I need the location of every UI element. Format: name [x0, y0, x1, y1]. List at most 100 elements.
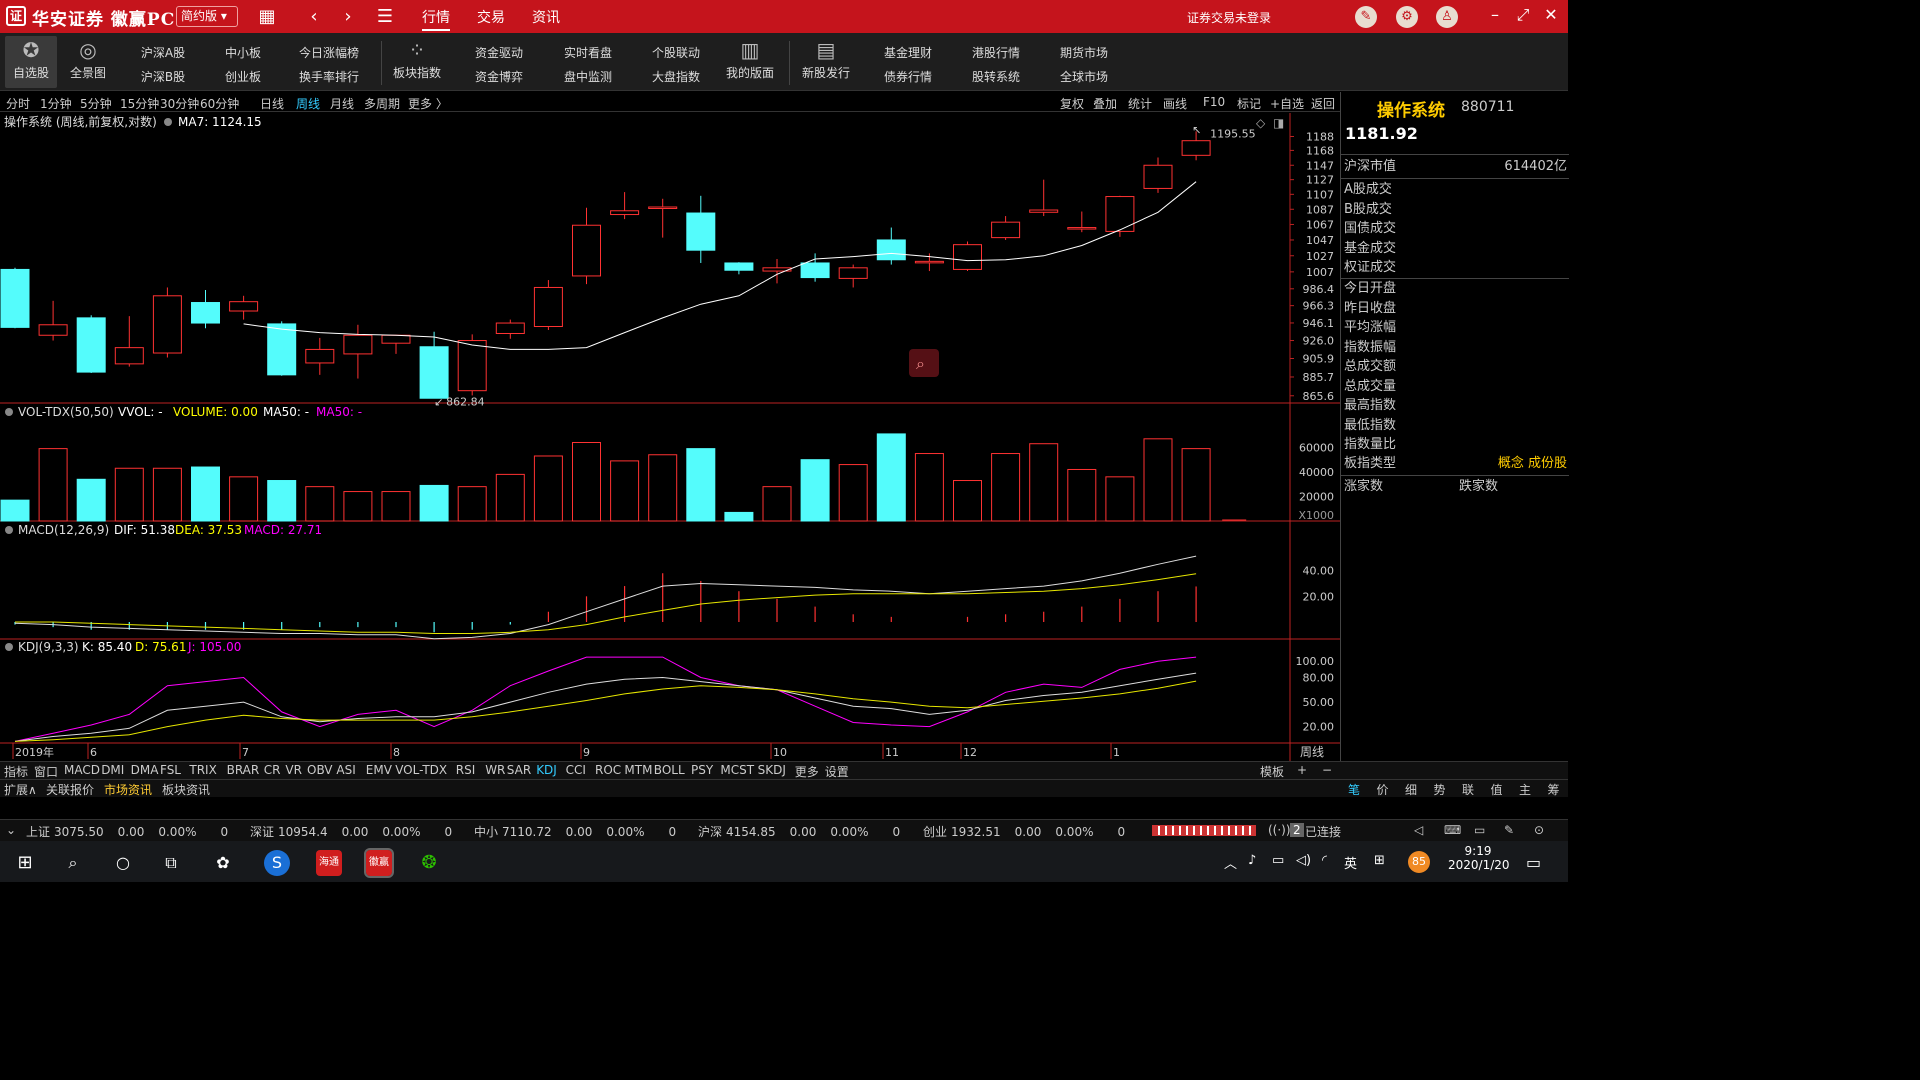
forward-arrow-icon[interactable]: ›	[344, 6, 352, 27]
favorites-button[interactable]: ✪ 自选股	[5, 36, 57, 88]
info-tab[interactable]: 板块资讯	[162, 783, 211, 797]
candle-body[interactable]	[533, 286, 563, 328]
speaker-icon[interactable]: ◁	[1414, 823, 1424, 837]
candle-body[interactable]	[686, 212, 716, 251]
volume-bar[interactable]	[381, 491, 411, 522]
my-page-button[interactable]: ▥ 我的版面	[722, 36, 778, 88]
indicator-tab[interactable]: BOLL	[653, 763, 685, 777]
chart-tool-button[interactable]: 标记	[1237, 97, 1262, 111]
candle-body[interactable]	[152, 295, 182, 354]
candle-body[interactable]	[1067, 227, 1097, 230]
grid-icon[interactable]: ▦	[258, 6, 276, 27]
menu-quotes[interactable]: 行情	[422, 7, 450, 31]
intraday-monitor-link[interactable]: 盘中监测	[563, 70, 612, 84]
volume-icon[interactable]: ◁)	[1296, 853, 1312, 868]
cortana-icon[interactable]: ○	[116, 853, 130, 872]
indicator-tab[interactable]: FSL	[160, 763, 181, 777]
indicator-tab[interactable]: SKDJ	[757, 763, 786, 777]
security-badge[interactable]: 85	[1408, 851, 1430, 873]
candle-body[interactable]	[572, 224, 601, 277]
quote-detail-tab[interactable]: 势	[1433, 783, 1446, 797]
kline-chart[interactable]: 操作系统 (周线,前复权,对数) MA7: 1124.15 ◇ ◨1188116811…	[0, 113, 1340, 761]
info-tab[interactable]: 市场资讯	[104, 783, 153, 797]
turnover-link[interactable]: 换手率排行	[298, 70, 359, 84]
candle-body[interactable]	[724, 262, 754, 271]
candle-body[interactable]	[229, 301, 259, 312]
remove-indicator-button[interactable]: −	[1322, 763, 1333, 777]
indicator-tab[interactable]: ASI	[336, 763, 356, 777]
indicator-toggle-icon[interactable]	[5, 643, 13, 651]
ipo-button[interactable]: ▤ 新股发行	[798, 36, 854, 88]
candle-body[interactable]	[800, 262, 830, 279]
period-tab[interactable]: 多周期	[364, 97, 401, 111]
app-pinwheel-icon[interactable]: ✿	[216, 853, 230, 872]
volume-bar[interactable]	[610, 460, 640, 522]
indicator-tab[interactable]: CR	[263, 763, 281, 777]
quote-detail-tab[interactable]: 主	[1518, 783, 1531, 797]
toolbar-group-hk[interactable]: 港股行情 股转系统	[965, 41, 1027, 89]
sogou-icon[interactable]: S	[264, 850, 290, 876]
candle-body[interactable]	[381, 334, 411, 344]
brush-icon[interactable]: ✎	[1504, 823, 1515, 837]
neeq-link[interactable]: 股转系统	[971, 70, 1020, 84]
indicator-tab[interactable]: DMI	[101, 763, 125, 777]
candle-body[interactable]	[914, 260, 944, 264]
candle-body[interactable]	[876, 239, 906, 261]
edition-dropdown[interactable]: 简约版 ▾	[176, 6, 238, 27]
quote-detail-tab[interactable]: 值	[1490, 783, 1503, 797]
volume-bar[interactable]	[838, 464, 868, 522]
indicator-tab[interactable]: 设置	[824, 765, 849, 779]
gainers-link[interactable]: 今日涨幅榜	[298, 46, 359, 60]
candle-body[interactable]	[38, 324, 68, 336]
volume-bar[interactable]	[914, 453, 944, 522]
period-tab[interactable]: 5分钟	[80, 97, 112, 111]
indicator-tab[interactable]: KDJ	[536, 763, 557, 777]
index-quote[interactable]: 上证 3075.50 0.00 0.00% 0	[26, 823, 228, 840]
shirt-icon[interactable]: ♙	[1436, 6, 1458, 28]
candle-body[interactable]	[762, 267, 792, 272]
quote-detail-tab[interactable]: 细	[1404, 783, 1417, 797]
indicator-tab[interactable]: VOL-TDX	[395, 763, 448, 777]
volume-bar[interactable]	[114, 467, 144, 522]
windows-start-icon[interactable]: ⊞	[17, 852, 33, 873]
indicator-tab[interactable]: EMV	[365, 763, 392, 777]
indicator-tab[interactable]: CCI	[565, 763, 586, 777]
volume-bar[interactable]	[1029, 443, 1059, 522]
sector-type-value[interactable]: 概念 成份股	[1497, 456, 1567, 471]
chart-tool-button[interactable]: 返回	[1311, 97, 1336, 111]
volume-bar[interactable]	[343, 491, 373, 522]
volume-bar[interactable]	[38, 448, 68, 522]
info-tab[interactable]: 关联报价	[46, 783, 95, 797]
indicator-tab[interactable]: 窗口	[34, 765, 59, 779]
volume-bar[interactable]	[1105, 476, 1135, 522]
indicator-tab[interactable]: RSI	[455, 763, 476, 777]
chart-tool-button[interactable]: F10	[1203, 95, 1226, 109]
hk-quotes-link[interactable]: 港股行情	[971, 46, 1020, 60]
tray-chevron-icon[interactable]: ︿	[1224, 857, 1238, 872]
toolbar-group-link[interactable]: 个股联动 大盘指数	[645, 41, 707, 89]
candle-body[interactable]	[114, 347, 144, 365]
quote-detail-tab[interactable]: 价	[1376, 783, 1389, 797]
volume-bar[interactable]	[191, 466, 220, 522]
clock[interactable]: 9:19 2020/1/20	[1448, 844, 1510, 872]
toolbar-group-rank[interactable]: 今日涨幅榜换手率排行	[292, 41, 366, 89]
volume-bar[interactable]	[1181, 448, 1211, 522]
indicator-tab[interactable]: MACD	[64, 763, 100, 777]
period-tab[interactable]: 1分钟	[40, 97, 72, 111]
connection-status[interactable]: 已连接	[1305, 825, 1342, 839]
search-icon[interactable]: ⌕	[68, 853, 78, 872]
period-tab[interactable]: 30分钟	[160, 97, 200, 111]
candle-body[interactable]	[305, 348, 335, 364]
wifi-icon[interactable]: ◜	[1322, 853, 1328, 868]
sme-board-link[interactable]: 中小板	[224, 46, 261, 60]
candle-body[interactable]	[610, 210, 640, 216]
indicator-tab[interactable]: PSY	[691, 763, 714, 777]
notify-bell-icon[interactable]: ♪	[1248, 853, 1257, 868]
indicator-tab[interactable]: OBV	[307, 763, 333, 777]
volume-bar[interactable]	[1143, 438, 1173, 522]
global-market-link[interactable]: 全球市场	[1059, 70, 1108, 84]
indicator-tab[interactable]: SAR	[506, 763, 532, 777]
quote-detail-tab[interactable]: 筹	[1547, 783, 1560, 797]
maximize-icon[interactable]: ⤢	[1516, 5, 1530, 24]
candle-body[interactable]	[495, 322, 525, 334]
